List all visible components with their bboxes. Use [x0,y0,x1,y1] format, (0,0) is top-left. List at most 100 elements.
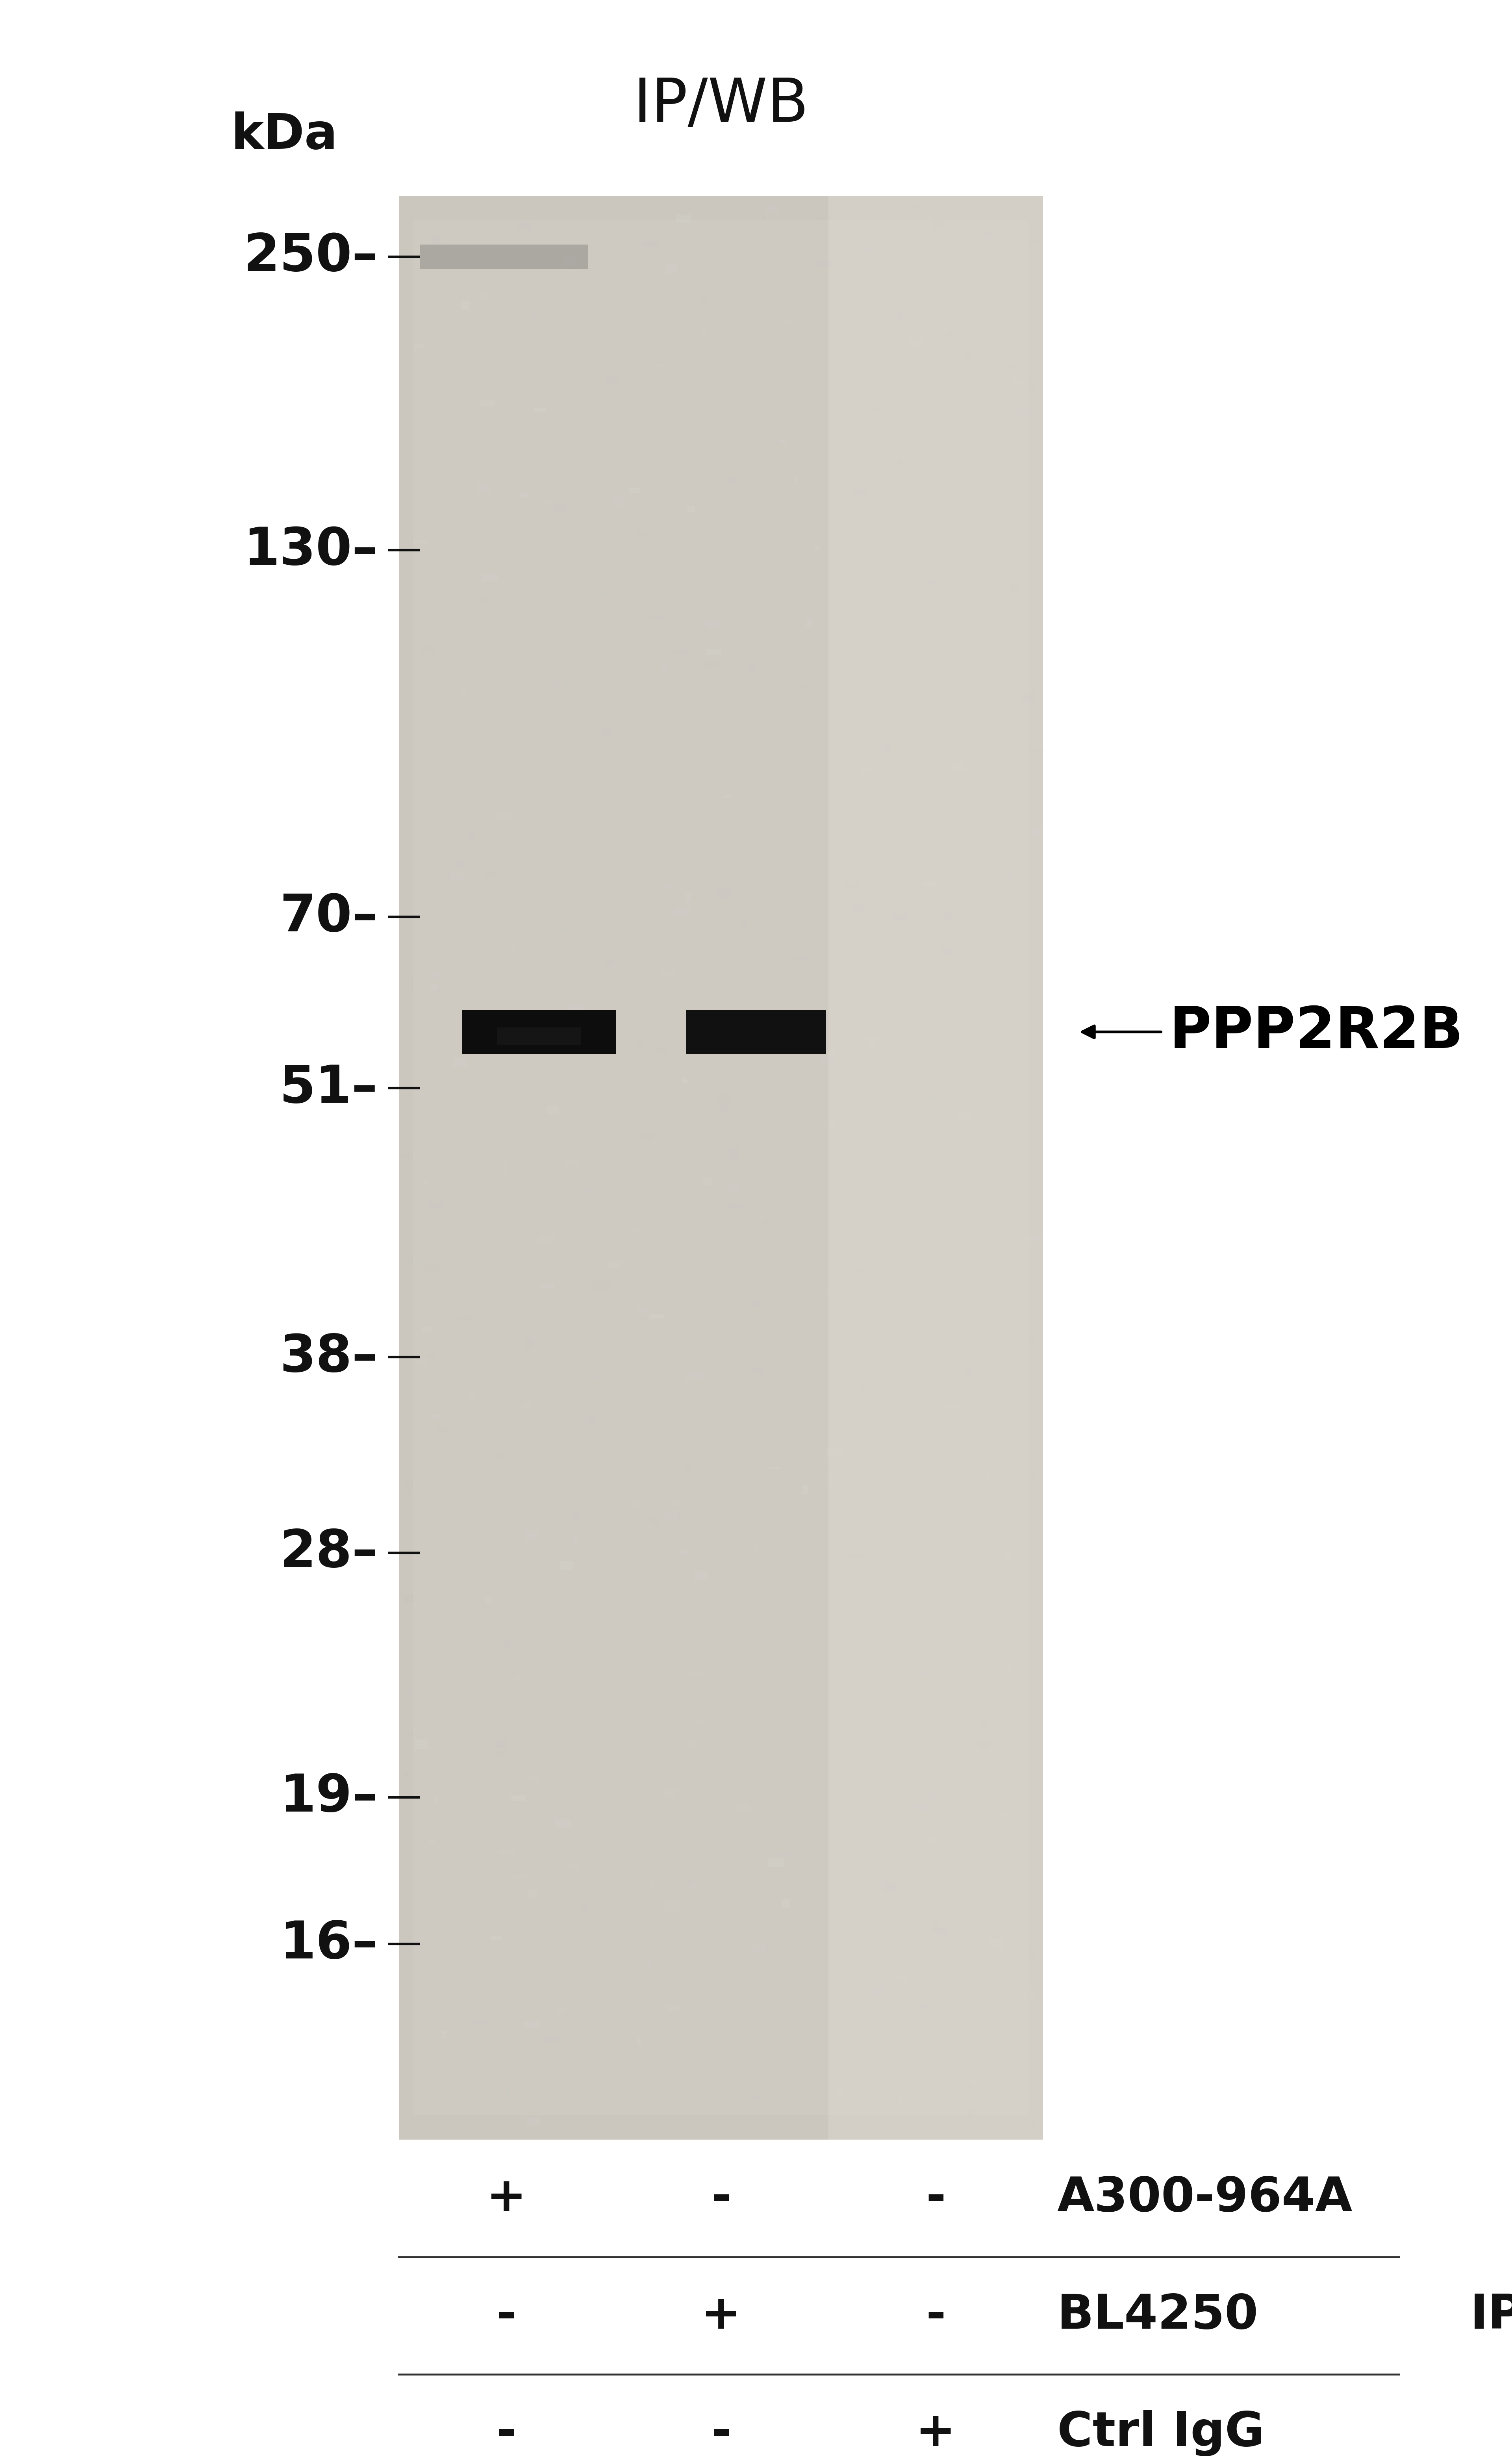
Bar [522,1933,537,1940]
Bar [885,615,889,622]
Bar [992,954,995,957]
Bar [727,1202,744,1210]
Bar [939,1788,947,1793]
Bar [712,979,729,981]
Bar [717,888,732,898]
Bar [479,401,494,406]
Bar [1004,364,1013,369]
Bar [632,1500,641,1507]
Bar [614,959,626,969]
Bar [1001,1402,1015,1409]
Bar [569,1864,578,1869]
Text: -: - [925,2292,947,2339]
Bar [434,1593,442,1598]
Bar [414,344,423,349]
Bar [420,243,588,268]
Bar [664,1510,677,1520]
Bar [469,834,475,841]
Bar [559,1561,573,1571]
Bar [712,1111,724,1119]
Bar [868,1741,880,1748]
Bar [826,1289,841,1296]
Bar [833,1045,836,1052]
Bar [528,1775,538,1780]
Bar [494,1741,507,1748]
Bar [897,457,901,465]
Bar [404,1483,417,1490]
Bar [875,408,881,411]
Bar [488,826,502,831]
Bar [435,1426,446,1431]
Bar [460,689,466,696]
Bar [833,1761,838,1768]
Bar [451,873,466,880]
Bar [523,1338,534,1348]
Bar [1024,952,1027,959]
Bar [440,2031,452,2034]
Bar [556,1675,570,1682]
Bar [476,1001,490,1003]
Bar [910,625,922,634]
Bar [564,797,581,802]
Bar [413,219,1030,2115]
Text: +: + [702,2292,741,2339]
Bar [497,961,507,969]
Bar [682,1077,688,1082]
Bar [950,302,957,307]
Bar [582,1906,588,1913]
Text: kDa: kDa [231,111,337,160]
Bar [689,1672,702,1675]
Bar [984,1252,996,1261]
Bar [925,1564,934,1569]
Text: 51–: 51– [280,1062,378,1114]
Bar [562,679,573,686]
Bar [863,246,869,253]
Bar [497,1751,505,1758]
Bar [434,1795,438,1802]
Bar [1030,1987,1034,1997]
Bar [511,1874,526,1879]
Bar [482,573,499,580]
Bar [971,661,978,666]
Bar [513,947,516,954]
Bar [411,981,417,989]
Bar [924,1094,937,1099]
Bar [497,811,511,821]
Bar [602,1984,605,1989]
Bar [984,231,992,239]
Bar [428,1456,442,1458]
Bar [635,1313,650,1318]
Bar [706,620,718,630]
Bar [827,1448,841,1458]
Bar [417,1357,434,1365]
Bar [431,974,440,979]
Bar [720,1104,727,1111]
Bar [463,1011,615,1055]
Bar [1028,750,1043,752]
Bar [957,1111,971,1121]
Bar [942,1837,954,1839]
Bar [496,1453,507,1461]
Bar [641,1367,653,1372]
Bar [777,440,786,443]
Bar [881,539,892,543]
Bar [431,234,442,243]
Bar [679,1549,686,1554]
Bar [751,1367,764,1375]
Bar [785,583,791,590]
Bar [815,216,832,224]
Bar [487,873,496,878]
Bar [747,664,756,671]
Bar [753,1736,759,1739]
Bar [850,1795,857,1800]
Text: -: - [711,2410,732,2457]
Bar [590,1670,597,1672]
Bar [688,507,694,511]
Bar [1013,1623,1022,1628]
Bar [650,1879,655,1886]
Bar [714,1554,723,1559]
Bar [531,312,535,320]
Bar [785,320,792,327]
Bar [523,824,529,826]
Bar [721,794,733,799]
